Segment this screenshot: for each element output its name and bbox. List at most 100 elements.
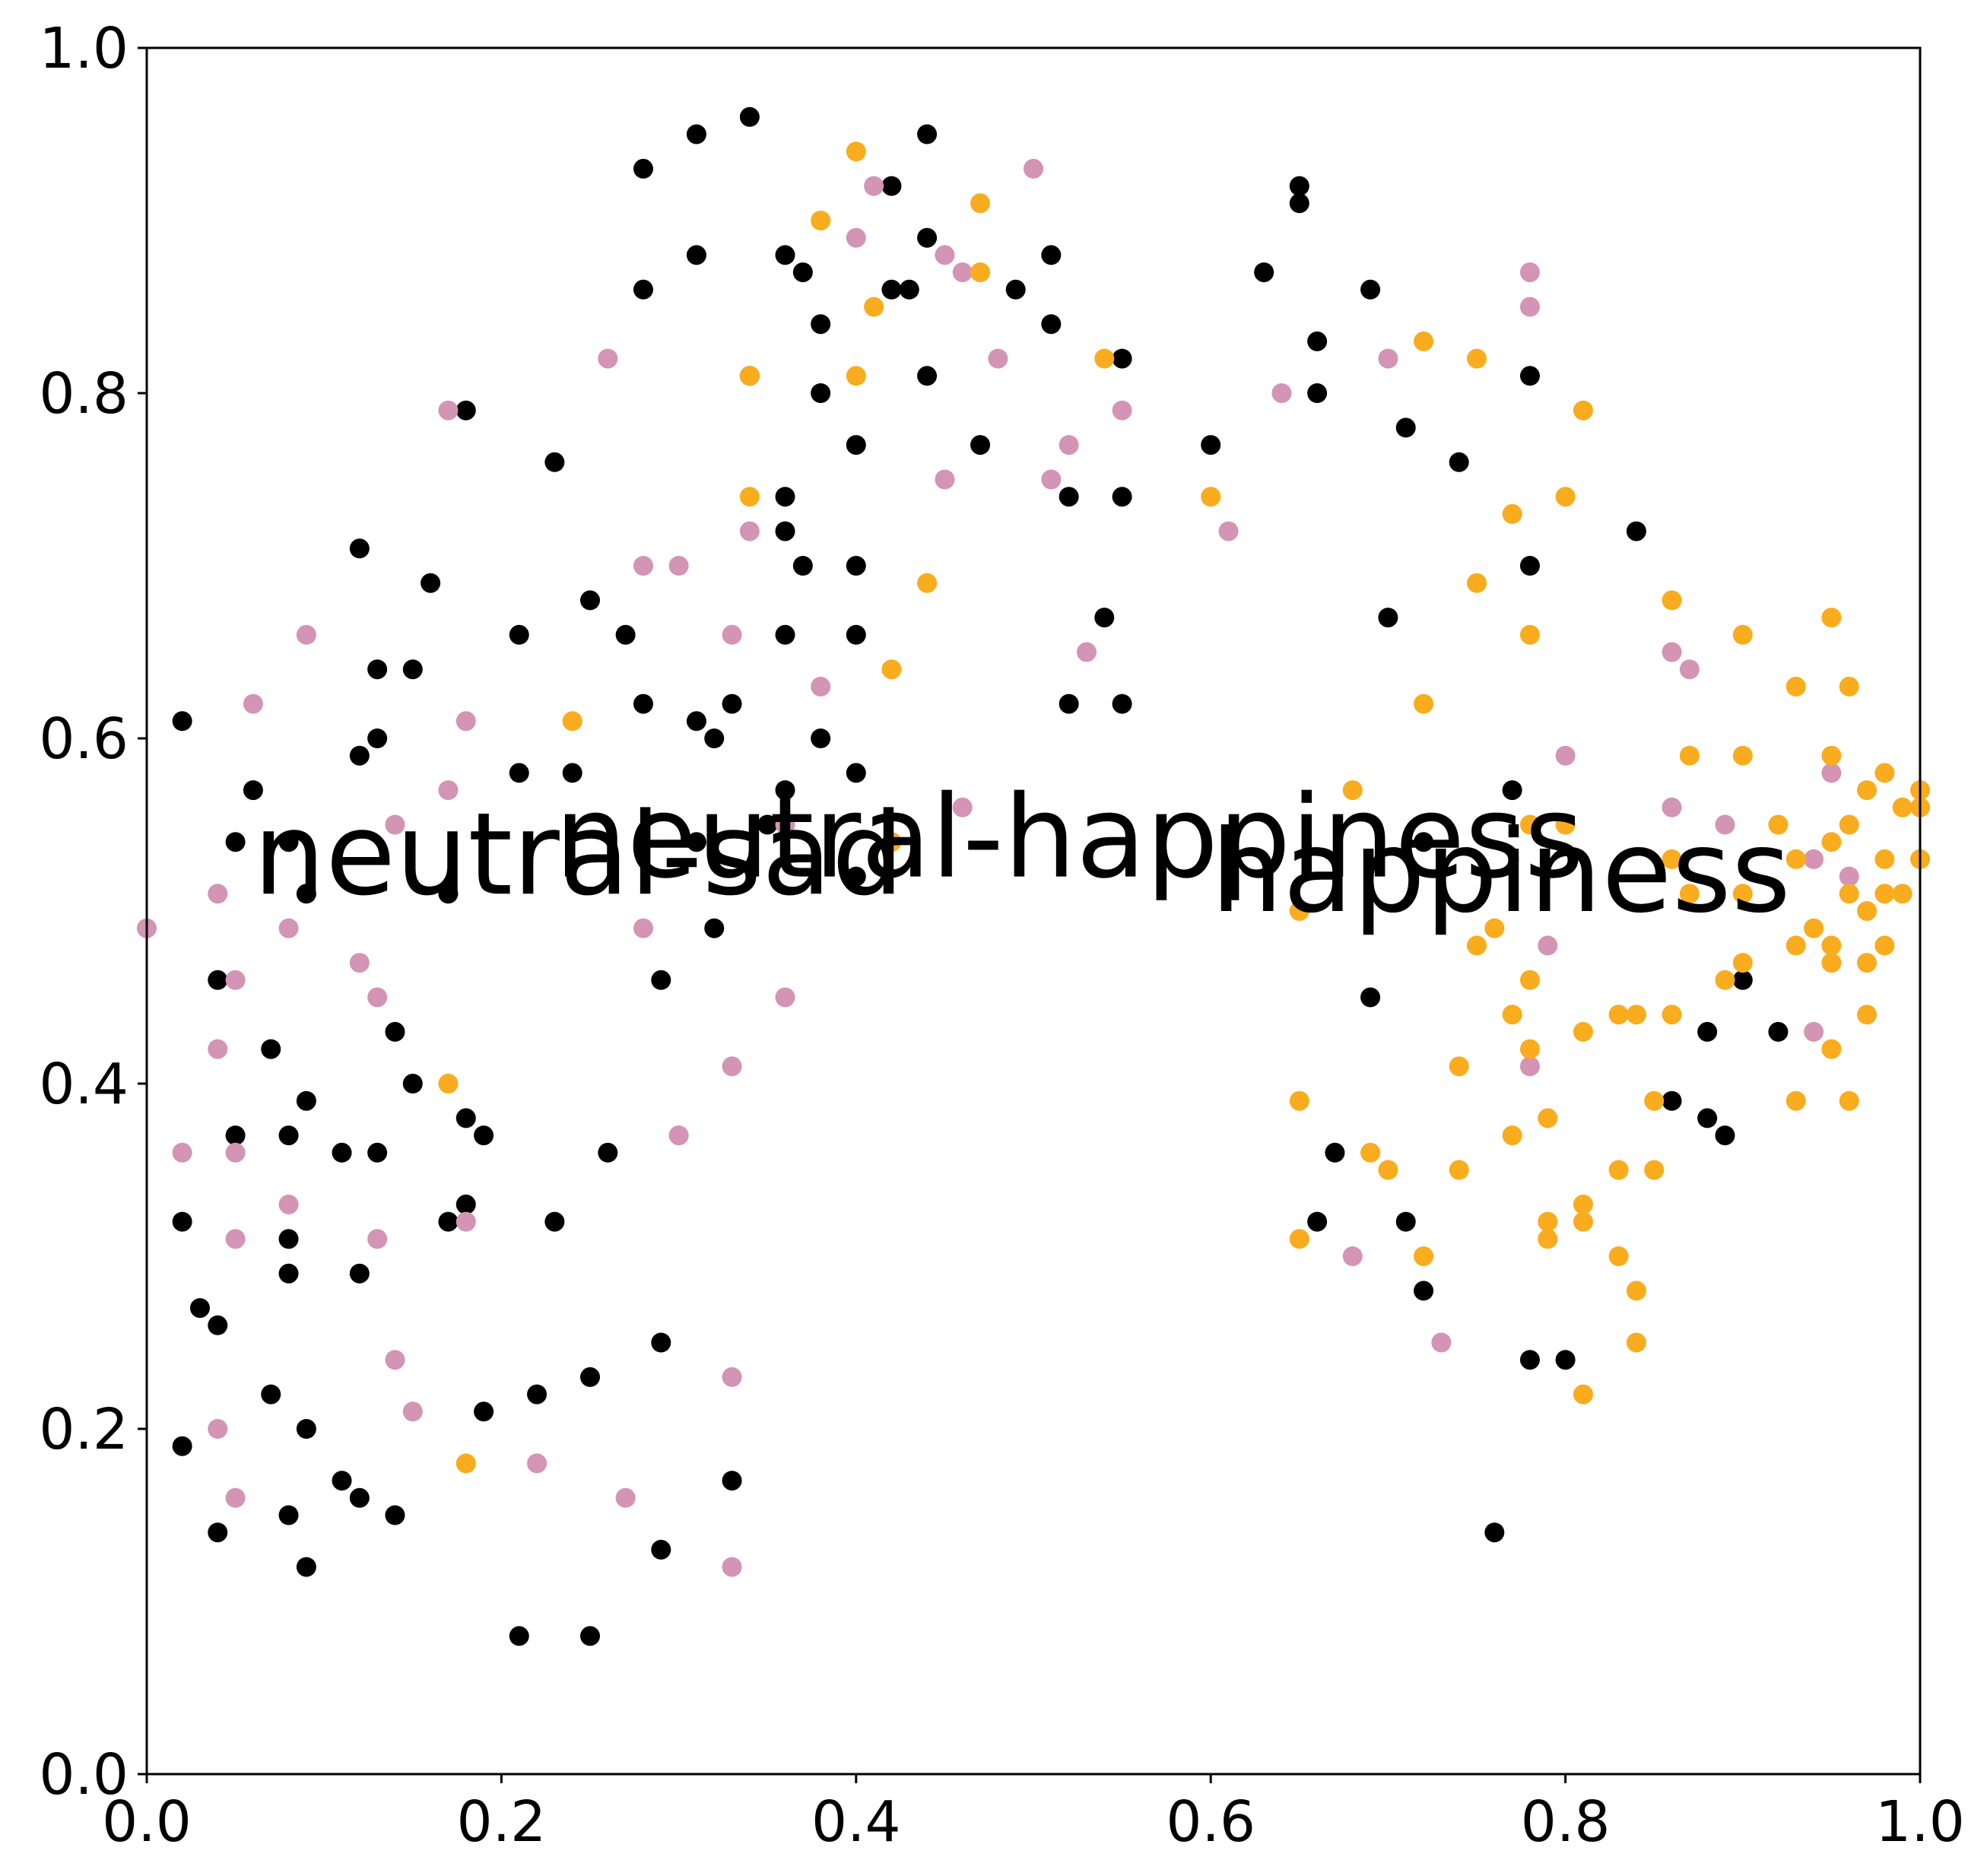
scatter-point bbox=[1041, 245, 1062, 265]
scatter-point bbox=[881, 176, 902, 196]
points-layer bbox=[137, 106, 1930, 1646]
scatter-point bbox=[349, 953, 370, 973]
scatter-point bbox=[1768, 1021, 1789, 1042]
scatter-point bbox=[1697, 1108, 1718, 1128]
scatter-point bbox=[438, 400, 459, 421]
scatter-point bbox=[1360, 987, 1381, 1008]
scatter-point bbox=[1502, 1005, 1522, 1025]
scatter-point bbox=[474, 1401, 494, 1422]
plot-frame bbox=[145, 46, 1922, 1776]
scatter-point bbox=[846, 556, 866, 576]
scatter-point bbox=[1414, 694, 1434, 714]
scatter-point bbox=[296, 884, 316, 904]
scatter-point bbox=[864, 297, 884, 317]
scatter-point bbox=[1254, 262, 1274, 283]
scatter-point bbox=[1519, 556, 1540, 576]
scatter-point bbox=[1289, 1229, 1309, 1249]
scatter-point bbox=[1644, 1090, 1665, 1111]
scatter-point bbox=[1538, 1229, 1558, 1249]
scatter-point bbox=[846, 435, 866, 456]
scatter-point bbox=[243, 780, 263, 801]
scatter-point bbox=[402, 1074, 423, 1094]
scatter-point bbox=[686, 832, 706, 852]
scatter-point bbox=[1892, 797, 1912, 817]
scatter-point bbox=[1112, 400, 1132, 421]
scatter-point bbox=[1679, 659, 1700, 680]
x-tick-label: 0.0 bbox=[102, 1789, 192, 1855]
scatter-point bbox=[1768, 814, 1789, 835]
annotation-label: happiness bbox=[1211, 806, 1791, 938]
scatter-point bbox=[846, 141, 866, 162]
scatter-point bbox=[385, 1505, 405, 1525]
x-tick-label: 0.6 bbox=[1166, 1789, 1255, 1855]
scatter-point bbox=[1059, 487, 1079, 507]
scatter-point bbox=[1715, 970, 1735, 990]
scatter-point bbox=[208, 884, 228, 904]
scatter-point bbox=[1573, 1384, 1593, 1405]
scatter-point bbox=[1519, 1350, 1540, 1370]
scatter-point bbox=[686, 711, 706, 732]
scatter-point bbox=[1502, 1125, 1522, 1146]
scatter-point bbox=[1484, 918, 1505, 938]
scatter-point bbox=[438, 1211, 459, 1232]
scatter-point bbox=[1519, 970, 1540, 990]
scatter-point bbox=[899, 279, 919, 300]
scatter-point bbox=[881, 832, 902, 852]
scatter-point bbox=[775, 624, 795, 645]
scatter-point bbox=[509, 763, 529, 783]
scatter-point bbox=[402, 659, 423, 680]
scatter-point bbox=[1839, 884, 1859, 904]
scatter-point bbox=[881, 279, 902, 300]
scatter-point bbox=[438, 1074, 459, 1094]
scatter-point bbox=[1307, 383, 1328, 403]
y-tick-label: 0.2 bbox=[39, 1397, 129, 1462]
scatter-point bbox=[633, 279, 653, 300]
ticks-layer: 0.0 0.2 0.4 0.6 0.8 1.0 0.0 0.2 0.4 0.6 0.8 1.0 bbox=[39, 16, 1965, 1855]
scatter-point bbox=[562, 763, 582, 783]
scatter-point bbox=[917, 124, 938, 144]
scatter-point bbox=[1360, 1142, 1381, 1163]
scatter-point bbox=[1059, 435, 1079, 456]
scatter-point bbox=[1874, 935, 1895, 956]
scatter-point bbox=[1839, 1090, 1859, 1111]
scatter-point bbox=[811, 383, 831, 403]
x-tick-label: 0.8 bbox=[1521, 1789, 1611, 1855]
scatter-point bbox=[261, 1039, 281, 1059]
scatter-point bbox=[722, 1471, 742, 1491]
scatter-point bbox=[1307, 331, 1328, 351]
scatter-point bbox=[1785, 676, 1806, 697]
scatter-point bbox=[1857, 1005, 1877, 1025]
scatter-point bbox=[811, 314, 831, 335]
scatter-point bbox=[811, 676, 831, 697]
scatter-point bbox=[1697, 1021, 1718, 1042]
annotation-label: neutral-sad bbox=[253, 789, 904, 921]
scatter-point bbox=[1289, 193, 1309, 214]
scatter-point bbox=[1662, 642, 1682, 662]
x-tick-label: 0.4 bbox=[811, 1789, 901, 1855]
scatter-point bbox=[455, 1211, 476, 1232]
scatter-point bbox=[1218, 521, 1239, 541]
scatter-point bbox=[1892, 884, 1912, 904]
y-tick-label: 0.0 bbox=[39, 1742, 129, 1808]
scatter-point bbox=[1414, 832, 1434, 852]
scatter-point bbox=[1414, 331, 1434, 351]
scatter-point bbox=[1378, 608, 1398, 628]
scatter-point bbox=[349, 745, 370, 766]
scatter-point bbox=[1732, 953, 1753, 973]
scatter-point bbox=[296, 1557, 316, 1577]
scatter-point bbox=[935, 469, 955, 490]
scatter-point bbox=[172, 1142, 192, 1163]
scatter-point bbox=[1662, 797, 1682, 817]
y-tick-label: 0.6 bbox=[39, 706, 129, 772]
scatter-point bbox=[208, 970, 228, 990]
scatter-point bbox=[1626, 1005, 1646, 1025]
scatter-point bbox=[1449, 1056, 1469, 1077]
scatter-point bbox=[1785, 935, 1806, 956]
scatter-point bbox=[651, 970, 671, 990]
scatter-point bbox=[1608, 1005, 1629, 1025]
scatter-point bbox=[1538, 1108, 1558, 1128]
scatter-point bbox=[1467, 935, 1487, 956]
scatter-point bbox=[1573, 400, 1593, 421]
scatter-point bbox=[1804, 849, 1824, 869]
scatter-point bbox=[1519, 262, 1540, 283]
